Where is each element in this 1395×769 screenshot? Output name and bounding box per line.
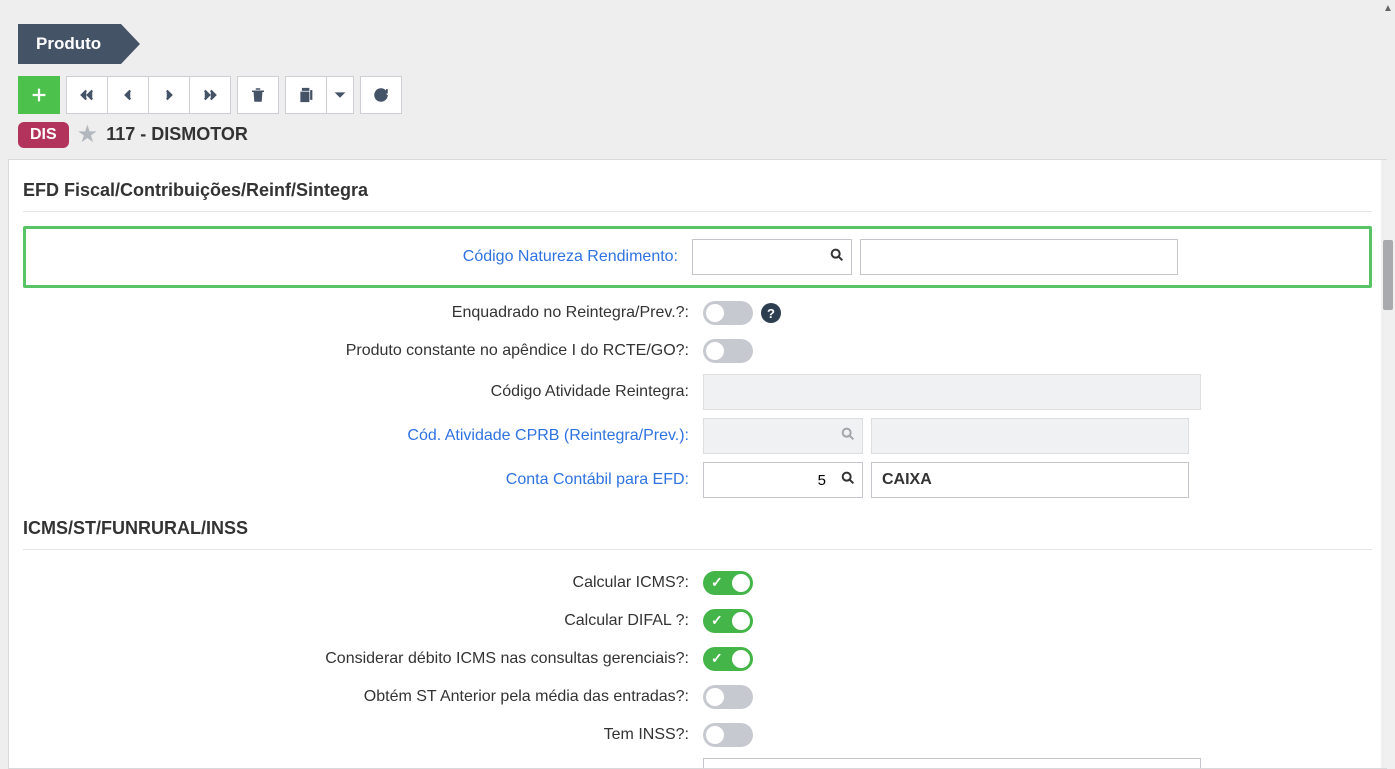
label-enq-reintegra: Enquadrado no Reintegra/Prev.?: xyxy=(23,304,703,322)
refresh-button[interactable] xyxy=(360,76,402,114)
label-st-anterior: Obtém ST Anterior pela média das entrada… xyxy=(23,688,703,706)
section-icms-rule xyxy=(23,549,1372,550)
search-icon[interactable] xyxy=(834,470,862,490)
search-icon xyxy=(834,426,862,446)
section-efd-title: EFD Fiscal/Contribuições/Reinf/Sintegra xyxy=(9,180,1386,211)
record-title: 117 - DISMOTOR xyxy=(106,124,248,145)
row-cod-ativ-reint: Código Atividade Reintegra: xyxy=(9,370,1386,414)
toggle-tem-inss[interactable] xyxy=(703,723,753,747)
nav-first-button[interactable] xyxy=(66,76,108,114)
trash-icon xyxy=(249,86,267,104)
desc-cod-ativ-cprb xyxy=(871,418,1189,454)
label-calc-difal: Calcular DIFAL ?: xyxy=(23,612,703,630)
row-calc-icms: Calcular ICMS?: ✓ xyxy=(9,564,1386,602)
refresh-icon xyxy=(372,86,390,104)
main-panel: EFD Fiscal/Contribuições/Reinf/Sintegra … xyxy=(8,159,1387,769)
favorite-star-icon[interactable]: ★ xyxy=(77,120,99,149)
label-cod-nat-rend[interactable]: Código Natureza Rendimento: xyxy=(26,248,692,266)
nav-next-button[interactable] xyxy=(148,76,190,114)
record-badge: DIS xyxy=(18,122,69,148)
nav-prev-button[interactable] xyxy=(107,76,149,114)
chevrons-left-icon xyxy=(78,86,96,104)
nav-group xyxy=(66,76,231,114)
toggle-enq-reintegra[interactable] xyxy=(703,301,753,325)
toggle-deb-icms[interactable]: ✓ xyxy=(703,647,753,671)
lookup-conta-contabil[interactable] xyxy=(703,462,863,498)
tab-produto[interactable]: Produto xyxy=(18,24,121,64)
input-cod-ativ-cprb xyxy=(704,419,834,453)
toggle-calc-icms[interactable]: ✓ xyxy=(703,571,753,595)
add-button[interactable] xyxy=(18,76,60,114)
help-icon[interactable]: ? xyxy=(761,303,781,323)
label-deb-icms: Considerar débito ICMS nas consultas ger… xyxy=(23,650,703,668)
toggle-st-anterior[interactable] xyxy=(703,685,753,709)
label-cod-ativ-reint: Código Atividade Reintegra: xyxy=(23,383,703,401)
desc-cod-nat-rend xyxy=(860,239,1178,275)
scrollbar-thumb[interactable] xyxy=(1383,240,1393,310)
search-icon[interactable] xyxy=(823,247,851,267)
lookup-cod-ativ-cprb xyxy=(703,418,863,454)
input-aliq-geral[interactable] xyxy=(703,758,1201,769)
ribbon-area: Produto xyxy=(0,0,1395,64)
nav-last-button[interactable] xyxy=(189,76,231,114)
input-cod-ativ-reint xyxy=(703,374,1201,410)
label-conta-contabil[interactable]: Conta Contábil para EFD: xyxy=(23,471,703,489)
scroll-up-arrow-icon[interactable]: ▲ xyxy=(1381,0,1395,16)
label-calc-icms: Calcular ICMS?: xyxy=(23,574,703,592)
row-calc-difal: Calcular DIFAL ?: ✓ xyxy=(9,602,1386,640)
chevrons-right-icon xyxy=(201,86,219,104)
section-icms-title: ICMS/ST/FUNRURAL/INSS xyxy=(9,518,1386,549)
row-tem-inss: Tem INSS?: xyxy=(9,716,1386,754)
highlighted-field-box: Código Natureza Rendimento: xyxy=(23,226,1372,288)
toolbar xyxy=(0,64,1395,120)
row-st-anterior: Obtém ST Anterior pela média das entrada… xyxy=(9,678,1386,716)
toggle-calc-difal[interactable]: ✓ xyxy=(703,609,753,633)
label-cod-ativ-cprb[interactable]: Cód. Atividade CPRB (Reintegra/Prev.): xyxy=(23,427,703,445)
row-cod-ativ-cprb: Cód. Atividade CPRB (Reintegra/Prev.): xyxy=(9,414,1386,458)
input-cod-nat-rend[interactable] xyxy=(693,240,823,274)
copy-menu-button[interactable] xyxy=(326,76,354,114)
delete-button[interactable] xyxy=(237,76,279,114)
chevron-right-icon xyxy=(160,86,178,104)
toggle-prod-apendice[interactable] xyxy=(703,339,753,363)
chevron-left-icon xyxy=(119,86,137,104)
copy-button[interactable] xyxy=(285,76,327,114)
record-bar: DIS ★ 117 - DISMOTOR xyxy=(0,120,1395,159)
row-deb-icms: Considerar débito ICMS nas consultas ger… xyxy=(9,640,1386,678)
scrollbar-track[interactable] xyxy=(1381,160,1395,768)
label-tem-inss: Tem INSS?: xyxy=(23,726,703,744)
row-conta-contabil: Conta Contábil para EFD: CAIXA xyxy=(9,458,1386,502)
input-conta-contabil[interactable] xyxy=(704,463,834,497)
copy-group xyxy=(285,76,354,114)
caret-down-icon xyxy=(331,86,349,104)
label-prod-apendice: Produto constante no apêndice I do RCTE/… xyxy=(23,342,703,360)
section-efd-rule xyxy=(23,211,1372,212)
copy-icon xyxy=(297,86,315,104)
row-prod-apendice: Produto constante no apêndice I do RCTE/… xyxy=(9,332,1386,370)
plus-icon xyxy=(30,86,48,104)
desc-conta-contabil: CAIXA xyxy=(871,462,1189,498)
row-cod-nat-rend: Código Natureza Rendimento: xyxy=(26,235,1369,279)
lookup-cod-nat-rend[interactable] xyxy=(692,239,852,275)
row-aliq-geral: Alíquota Geral: xyxy=(9,754,1386,769)
row-enq-reintegra: Enquadrado no Reintegra/Prev.?: ? xyxy=(9,294,1386,332)
